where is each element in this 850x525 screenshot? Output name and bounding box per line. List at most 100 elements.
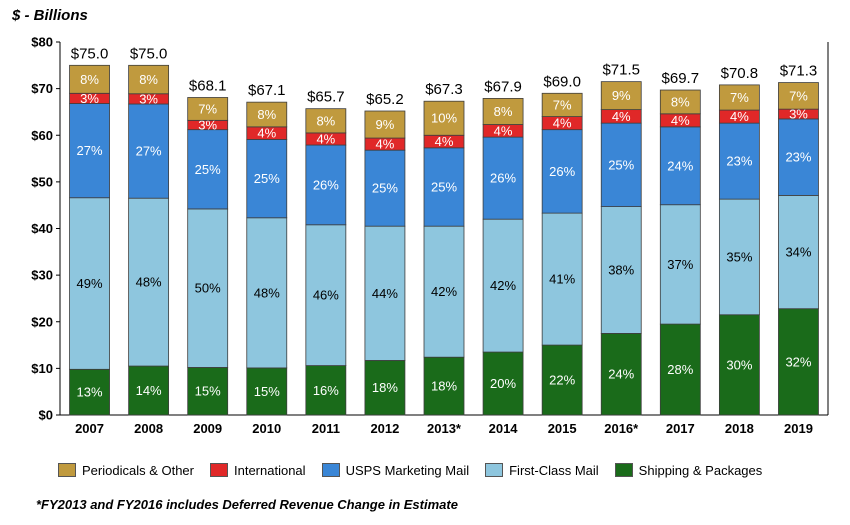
y-tick-label: $30: [31, 268, 53, 283]
bar-total-label: $69.0: [543, 73, 581, 90]
segment-data-label: 3%: [80, 91, 99, 106]
segment-data-label: 26%: [313, 177, 339, 192]
legend-item: USPS Marketing Mail: [321, 463, 469, 478]
segment-data-label: 4%: [730, 109, 749, 124]
bar-segment: [541, 212, 583, 346]
bar-total-label: $71.5: [602, 62, 640, 79]
segment-data-label: 24%: [608, 367, 634, 382]
segment-data-label: 4%: [435, 134, 454, 149]
segment-data-label: 24%: [667, 158, 693, 173]
segment-data-label: 8%: [316, 113, 335, 128]
segment-data-label: 8%: [139, 72, 158, 87]
bar-segment: [187, 208, 229, 368]
bar-segment: [600, 122, 642, 207]
segment-data-label: 7%: [553, 97, 572, 112]
legend-swatch: [58, 463, 76, 477]
segment-data-label: 13%: [77, 385, 103, 400]
bar-segment: [246, 139, 288, 219]
bar-total-label: $67.9: [484, 78, 522, 95]
segment-data-label: 23%: [726, 154, 752, 169]
bar-segment: [541, 344, 583, 416]
bar-total-label: $65.7: [307, 89, 345, 106]
segment-data-label: 8%: [494, 104, 513, 119]
bar-total-label: $69.7: [662, 70, 700, 87]
legend-label: Shipping & Packages: [638, 462, 763, 478]
segment-data-label: 18%: [431, 379, 457, 394]
bar-segment: [600, 81, 642, 111]
segment-data-label: 8%: [671, 94, 690, 109]
bar-total-label: $75.0: [71, 45, 109, 62]
segment-data-label: 18%: [372, 380, 398, 395]
bar-segment: [482, 351, 524, 416]
segment-data-label: 42%: [490, 278, 516, 293]
segment-data-label: 30%: [726, 357, 752, 372]
bar-segment: [128, 197, 170, 367]
bar-segment: [482, 136, 524, 220]
segment-data-label: 9%: [612, 88, 631, 103]
bar-segment: [128, 64, 170, 95]
bar-segment: [246, 101, 288, 128]
legend-swatch: [614, 463, 633, 477]
bar-total-label: $75.0: [130, 45, 168, 62]
x-tick-label: 2008: [134, 421, 163, 436]
y-tick-label: $20: [31, 314, 53, 329]
segment-data-label: 3%: [139, 91, 158, 106]
bar-segment: [482, 98, 524, 125]
y-tick-label: $10: [31, 361, 53, 376]
segment-data-label: 9%: [376, 117, 395, 132]
bar-segment: [778, 308, 819, 416]
bar-segment: [364, 360, 406, 416]
bar-segment: [246, 367, 288, 416]
segment-data-label: 8%: [257, 107, 276, 122]
bar-total-label: $67.3: [425, 81, 463, 98]
x-tick-label: 2015: [548, 421, 577, 436]
segment-data-label: 4%: [257, 126, 276, 141]
legend-swatch: [321, 463, 340, 477]
bar-segment: [778, 194, 819, 310]
segment-data-label: 4%: [494, 123, 513, 138]
bar-total-label: $65.2: [366, 91, 404, 108]
bar-segment: [718, 314, 760, 416]
segment-data-label: 37%: [667, 257, 693, 272]
y-tick-label: $80: [31, 35, 53, 50]
bar-segment: [482, 218, 524, 353]
x-tick-label: 2011: [312, 421, 340, 436]
bar-total-label: $71.3: [780, 63, 818, 80]
segment-data-label: 25%: [608, 157, 634, 172]
segment-data-label: 48%: [254, 285, 280, 300]
segment-data-label: 25%: [195, 162, 221, 177]
segment-data-label: 28%: [667, 362, 693, 377]
bar-segment: [305, 108, 347, 134]
legend-item: Periodicals & Other: [58, 463, 194, 478]
bar-segment: [541, 129, 583, 214]
segment-data-label: 4%: [671, 113, 690, 128]
segment-data-label: 3%: [789, 107, 808, 122]
segment-data-label: 27%: [136, 144, 162, 159]
segment-data-label: 25%: [431, 180, 457, 195]
bar-total-label: $70.8: [721, 65, 759, 82]
legend-swatch: [210, 463, 228, 477]
chart-title: $ - Billions: [12, 7, 88, 24]
segment-data-label: 16%: [313, 383, 339, 398]
chart-footnote: *FY2013 and FY2016 includes Deferred Rev…: [36, 497, 458, 512]
segment-data-label: 4%: [612, 109, 631, 124]
segment-data-label: 49%: [77, 276, 103, 291]
segment-data-label: 42%: [431, 284, 457, 299]
segment-data-label: 14%: [136, 383, 162, 398]
x-tick-label: 2012: [370, 421, 399, 436]
bar-segment: [600, 333, 642, 416]
x-tick-label: 2007: [75, 421, 104, 436]
bar-segment: [659, 204, 701, 325]
x-tick-label: 2017: [666, 421, 695, 436]
bar-segment: [69, 64, 110, 94]
segment-data-label: 46%: [313, 288, 339, 303]
bar-segment: [187, 367, 229, 416]
segment-data-label: 26%: [549, 164, 575, 179]
y-tick-label: $40: [31, 221, 53, 236]
segment-data-label: 7%: [198, 101, 217, 116]
x-tick-label: 2009: [193, 421, 222, 436]
y-tick-label: $0: [39, 408, 53, 423]
segment-data-label: 34%: [785, 245, 811, 260]
segment-data-label: 7%: [730, 90, 749, 105]
